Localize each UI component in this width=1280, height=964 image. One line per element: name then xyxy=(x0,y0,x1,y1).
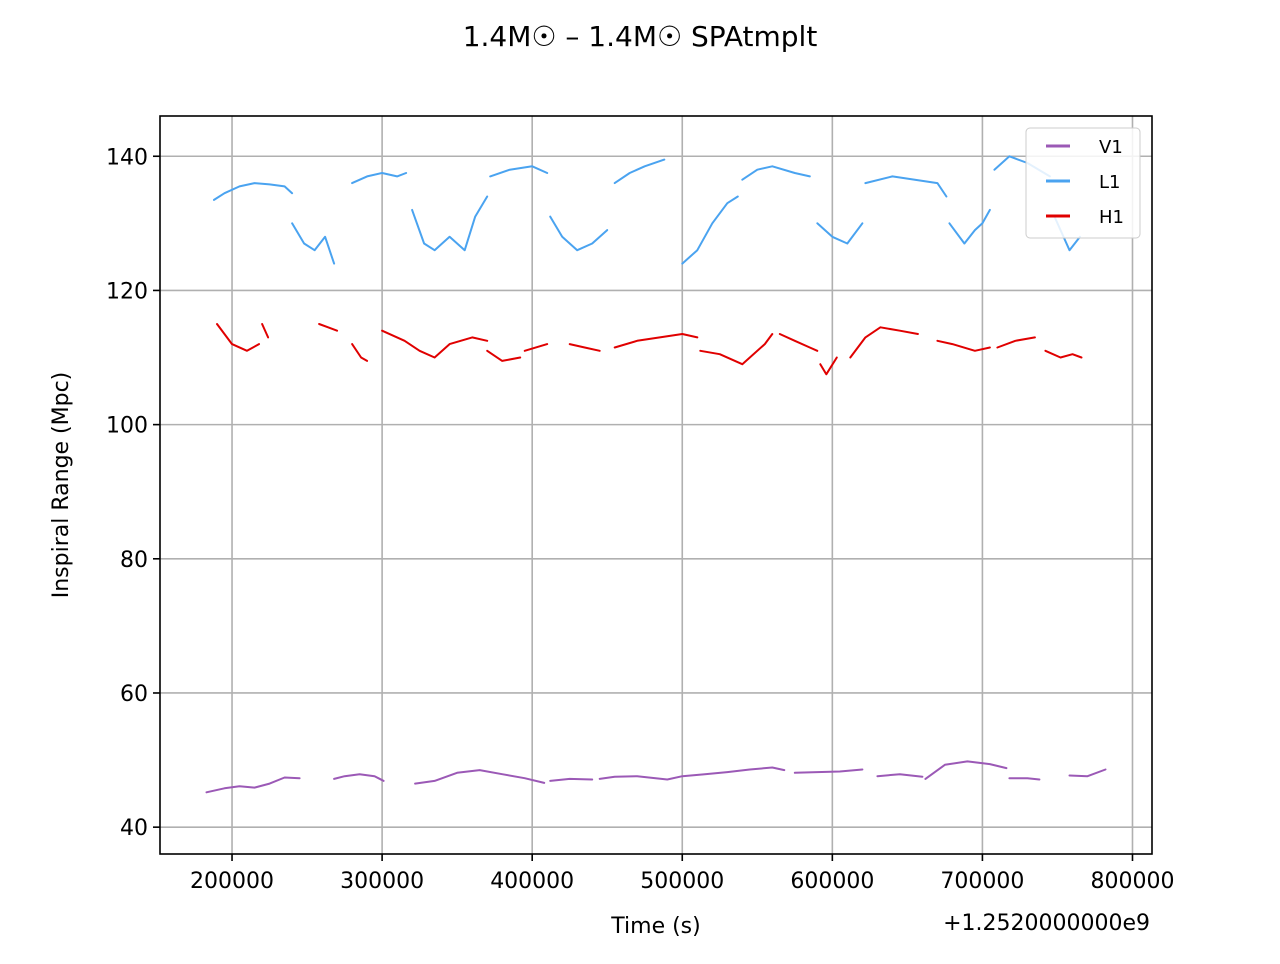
series-line xyxy=(613,158,666,185)
series-line xyxy=(1068,768,1107,778)
legend-label: L1 xyxy=(1099,172,1120,193)
series-line xyxy=(216,323,260,352)
x-tick-label: 600000 xyxy=(790,869,874,894)
series-line xyxy=(351,343,369,362)
x-offset-label: +1.2520000000e9 xyxy=(943,911,1150,936)
series-line xyxy=(681,195,739,265)
y-tick-label: 140 xyxy=(106,145,148,170)
series-line xyxy=(489,165,549,178)
series-line xyxy=(699,333,774,366)
grid xyxy=(160,116,1152,854)
series-v1 xyxy=(205,760,1107,794)
series-line xyxy=(598,766,786,781)
series-line xyxy=(333,773,385,782)
series-line xyxy=(568,343,601,352)
x-axis: 200000 300000 400000 500000 600000 700000 8000… xyxy=(190,854,1174,894)
series-line xyxy=(351,172,408,185)
series-line xyxy=(741,165,811,181)
series-line xyxy=(613,333,699,349)
y-tick-label: 60 xyxy=(120,682,148,707)
series-line xyxy=(381,329,489,359)
y-tick-label: 40 xyxy=(120,816,148,841)
series-line xyxy=(261,323,270,339)
series-line xyxy=(486,349,522,362)
x-tick-label: 200000 xyxy=(190,869,274,894)
x-tick-label: 500000 xyxy=(640,869,724,894)
plot-frame xyxy=(159,115,1153,855)
series-line xyxy=(936,339,991,352)
series-h1 xyxy=(216,323,1083,376)
x-axis-label: Time (s) xyxy=(610,914,700,939)
legend-box xyxy=(1025,127,1141,239)
series-line xyxy=(849,326,919,359)
series-line xyxy=(549,777,594,782)
series-line xyxy=(1008,777,1041,781)
series-line xyxy=(793,768,864,774)
series-line xyxy=(523,343,549,352)
y-axis: 40 60 80 100 120 140 xyxy=(106,145,160,841)
y-tick-label: 80 xyxy=(120,548,148,573)
legend-label: V1 xyxy=(1099,137,1123,158)
series-line xyxy=(213,182,294,201)
series-line xyxy=(996,336,1036,349)
series-line xyxy=(549,215,609,252)
series-line xyxy=(778,333,819,352)
series-line xyxy=(876,773,924,778)
y-tick-label: 100 xyxy=(106,414,148,439)
series-line xyxy=(414,769,546,785)
series-line xyxy=(411,195,489,252)
x-tick-label: 800000 xyxy=(1090,869,1174,894)
series-line xyxy=(1044,349,1083,359)
series-line xyxy=(948,208,991,245)
series-line xyxy=(924,760,1008,780)
y-tick-label: 120 xyxy=(106,279,148,304)
x-tick-label: 300000 xyxy=(340,869,424,894)
y-axis-label: Inspiral Range (Mpc) xyxy=(49,372,74,599)
chart-title: 1.4M☉ – 1.4M☉ SPAtmplt xyxy=(463,20,818,53)
legend-label: H1 xyxy=(1099,207,1124,228)
legend: V1 L1 H1 xyxy=(1025,127,1141,239)
x-tick-label: 700000 xyxy=(940,869,1024,894)
series-line xyxy=(205,776,301,794)
series-line xyxy=(291,222,336,265)
series-line xyxy=(318,323,339,332)
series-line xyxy=(816,222,864,245)
series-line xyxy=(864,175,948,198)
series-line xyxy=(819,356,838,376)
x-tick-label: 400000 xyxy=(490,869,574,894)
